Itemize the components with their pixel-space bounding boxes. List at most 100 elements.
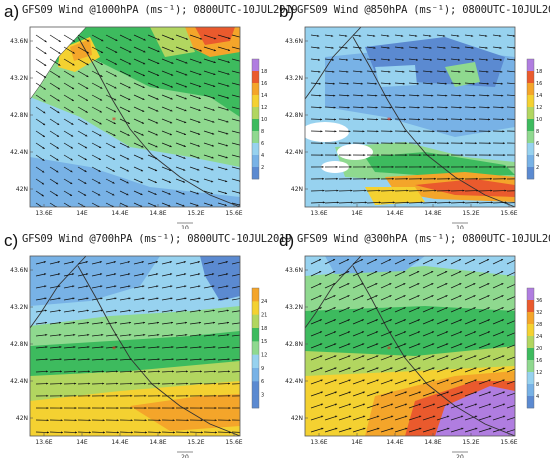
wind-arrow (189, 46, 202, 52)
wind-arrow-head (156, 297, 159, 300)
wind-arrow-head (489, 154, 492, 157)
wind-arrow-head (199, 346, 202, 349)
wind-arrow-head (473, 307, 476, 310)
wind-arrow-head (488, 355, 491, 358)
wind-arrow-head (225, 156, 228, 159)
colorbar-swatch (527, 107, 534, 120)
wind-arrow (464, 319, 476, 325)
wind-arrow-head (444, 82, 447, 85)
wind-arrow (324, 415, 338, 421)
wind-arrow (450, 415, 464, 421)
wind-arrow-head (404, 379, 407, 382)
colorbar-swatch (527, 131, 534, 144)
colorbar-label: 16 (261, 81, 267, 87)
wind-arrow (380, 415, 394, 421)
wind-arrow (436, 403, 450, 409)
wind-arrow (231, 34, 240, 38)
x-tick-label: 15.2E (187, 210, 204, 217)
wind-arrow-head (419, 427, 422, 430)
wind-arrow-head (378, 201, 381, 204)
wind-arrow (478, 202, 493, 204)
wind-arrow (91, 431, 105, 433)
wind-arrow-head (213, 73, 216, 76)
wind-arrow (464, 403, 478, 409)
wind-arrow (147, 358, 160, 361)
wind-arrow-head (213, 84, 216, 88)
wind-arrow-head (116, 419, 119, 422)
wind-arrow (506, 106, 515, 108)
wind-arrow-head (518, 178, 520, 180)
wind-arrow-head (363, 427, 366, 430)
wind-arrow-head (403, 331, 407, 334)
wind-arrow-head (322, 189, 325, 192)
wind-arrow-head (198, 297, 201, 300)
wind-arrow-head (240, 132, 242, 134)
wind-arrow-head (445, 283, 448, 286)
wind-arrow-head (198, 85, 202, 88)
wind-arrow-head (502, 367, 505, 370)
colorbar-swatch (252, 341, 259, 355)
wind-arrow-head (210, 204, 213, 207)
wind-arrow-head (72, 309, 75, 312)
wind-arrow-head (402, 82, 405, 85)
wind-arrow-head (461, 165, 464, 168)
wind-arrow (408, 331, 421, 337)
colorbar-label: 10 (261, 117, 267, 123)
wind-arrow-head (416, 259, 420, 262)
wind-arrow-head (199, 37, 203, 40)
wind-arrow (422, 331, 435, 337)
wind-arrow-head (99, 134, 102, 137)
wind-arrow-head (45, 370, 48, 373)
wind-arrow-head (377, 415, 380, 418)
wind-arrow-head (361, 283, 364, 286)
wind-arrow-head (457, 34, 460, 37)
wind-arrow-head (101, 346, 104, 349)
y-tick-label: 42N (291, 186, 303, 193)
wind-arrow-head (350, 189, 353, 192)
wind-arrow (175, 58, 188, 64)
wind-arrow (49, 34, 62, 43)
wind-arrow-head (154, 192, 157, 195)
wind-arrow (310, 427, 324, 433)
wind-arrow-head (459, 295, 462, 298)
wind-arrow-head (198, 285, 201, 288)
wind-arrow-head (434, 189, 437, 192)
x-tick-label: 13.6E (35, 439, 52, 446)
wind-arrow-head (144, 431, 147, 434)
wind-arrow-head (228, 394, 231, 397)
colorbar-swatch (252, 328, 259, 342)
wind-arrow (324, 427, 338, 433)
wind-arrow-head (140, 193, 143, 196)
wind-arrow-head (158, 394, 161, 397)
wind-arrow-head (72, 297, 75, 300)
wind-arrow (161, 82, 174, 88)
wind-arrow-head (376, 403, 380, 406)
wind-arrow (478, 355, 491, 361)
wind-arrow-head (143, 370, 146, 373)
wind-arrow-head (517, 404, 519, 406)
wind-arrow (63, 58, 75, 66)
colorbar-swatch (527, 71, 534, 84)
wind-arrow (324, 343, 337, 349)
wind-arrow-head (430, 82, 433, 85)
wind-arrow (338, 307, 350, 313)
x-tick-label: 14.8E (149, 210, 166, 217)
x-tick-label: 15.2E (462, 439, 479, 446)
wind-arrow-head (154, 169, 158, 172)
wind-arrow-head (57, 75, 61, 78)
wind-arrow (147, 34, 160, 41)
wind-arrow-head (322, 201, 325, 204)
wind-arrow-head (362, 118, 365, 121)
wind-vector-layer (310, 34, 520, 204)
wind-arrow (464, 367, 477, 373)
wind-arrow-head (46, 406, 49, 410)
wind-arrow-head (376, 355, 379, 358)
colorbar-swatch (252, 354, 259, 369)
wind-arrow (91, 46, 104, 54)
wind-arrow-head (114, 321, 118, 324)
wind-arrow-head (331, 46, 334, 49)
colorbar-swatch (527, 312, 534, 325)
wind-arrow-head (334, 379, 337, 382)
site-marker: * (112, 116, 116, 125)
wind-arrow (380, 343, 393, 349)
